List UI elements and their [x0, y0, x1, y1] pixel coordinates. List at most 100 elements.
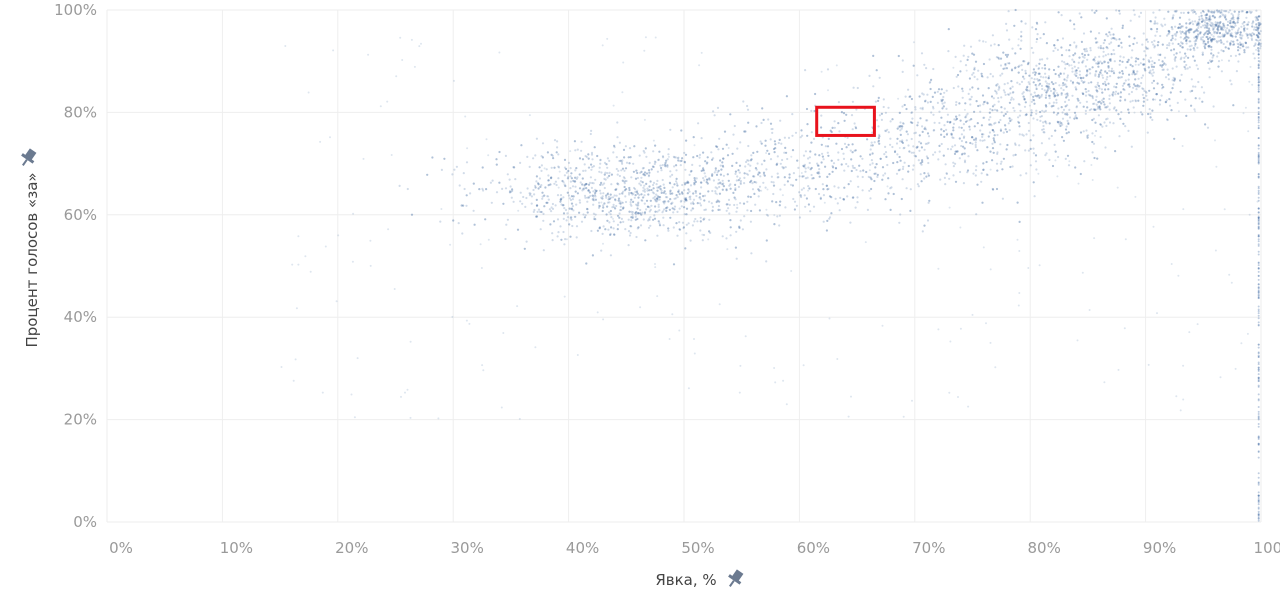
data-point: [1080, 77, 1083, 80]
data-point: [608, 221, 611, 224]
data-point: [877, 139, 881, 142]
data-point: [1257, 517, 1260, 520]
data-point: [1030, 114, 1033, 117]
data-point: [738, 225, 741, 228]
data-point: [560, 197, 563, 200]
data-point: [567, 194, 571, 197]
data-point: [773, 367, 776, 369]
data-point: [733, 124, 736, 128]
data-point: [1197, 30, 1200, 33]
data-point: [1094, 74, 1097, 77]
data-point: [900, 140, 904, 143]
data-point: [733, 196, 736, 199]
data-point: [830, 130, 833, 134]
data-point: [1181, 42, 1184, 45]
data-point: [712, 110, 715, 113]
data-point: [1257, 261, 1260, 264]
data-point: [1009, 87, 1012, 90]
data-point: [849, 149, 852, 152]
data-point: [1207, 38, 1210, 41]
data-point: [1179, 36, 1182, 39]
data-point: [1188, 31, 1191, 34]
data-point: [1044, 67, 1047, 70]
data-point: [1106, 75, 1109, 79]
data-point: [587, 196, 590, 199]
data-point: [995, 56, 999, 59]
data-point: [1042, 131, 1045, 134]
data-point: [761, 107, 764, 110]
data-point: [1206, 29, 1209, 32]
data-point: [919, 117, 922, 120]
data-point: [999, 162, 1003, 165]
data-point: [805, 107, 809, 111]
data-point: [1200, 17, 1203, 20]
data-point: [1185, 35, 1188, 39]
data-point: [1192, 85, 1195, 88]
data-point: [702, 195, 705, 198]
data-point: [870, 178, 873, 181]
data-point: [1194, 97, 1197, 100]
data-point: [1209, 18, 1212, 21]
data-point: [351, 260, 354, 263]
data-point: [1014, 143, 1017, 146]
data-point: [546, 151, 550, 154]
data-point: [1012, 106, 1015, 110]
data-point: [557, 153, 560, 156]
data-point: [1134, 195, 1137, 198]
data-point: [526, 155, 529, 158]
data-point: [1226, 32, 1230, 35]
data-point: [556, 194, 560, 197]
data-point: [1241, 43, 1244, 46]
data-point: [551, 207, 555, 210]
data-point: [291, 263, 294, 266]
data-point: [1187, 11, 1190, 14]
data-point: [1229, 19, 1232, 22]
data-point: [1097, 46, 1100, 49]
data-point: [1098, 100, 1101, 103]
data-point: [796, 159, 799, 162]
data-point: [941, 102, 944, 105]
data-point: [1002, 157, 1006, 160]
data-point: [1098, 87, 1101, 90]
data-point: [923, 172, 926, 175]
data-point: [689, 198, 692, 201]
data-point: [634, 194, 637, 197]
data-point: [676, 184, 679, 187]
data-point: [754, 167, 758, 170]
data-point: [982, 62, 986, 66]
data-point: [1082, 105, 1085, 108]
data-point: [993, 139, 996, 142]
data-point: [671, 192, 674, 195]
data-point: [718, 192, 722, 195]
data-point: [1257, 410, 1260, 413]
data-point: [1257, 49, 1260, 52]
data-point: [614, 198, 617, 201]
data-point: [658, 222, 661, 225]
data-point: [929, 87, 932, 91]
data-point: [614, 188, 618, 191]
data-point: [1257, 161, 1260, 164]
data-point: [1172, 83, 1175, 86]
data-point: [910, 97, 914, 101]
data-point: [1064, 157, 1067, 160]
data-point: [819, 197, 822, 200]
data-point: [717, 169, 720, 172]
data-point: [950, 133, 953, 136]
data-point: [1002, 157, 1006, 160]
data-point: [685, 181, 688, 185]
data-point: [1082, 76, 1085, 79]
data-point: [1232, 26, 1235, 29]
data-point: [482, 369, 485, 372]
data-point: [1181, 30, 1184, 33]
data-point: [1248, 213, 1251, 216]
data-point: [772, 181, 775, 184]
data-point: [991, 109, 994, 112]
data-point: [566, 212, 569, 215]
data-point: [919, 173, 922, 176]
data-point: [869, 163, 872, 166]
data-point: [1117, 113, 1120, 116]
data-point: [1220, 70, 1223, 73]
data-point: [722, 174, 726, 177]
data-point: [1164, 100, 1167, 104]
data-point: [1105, 17, 1108, 20]
